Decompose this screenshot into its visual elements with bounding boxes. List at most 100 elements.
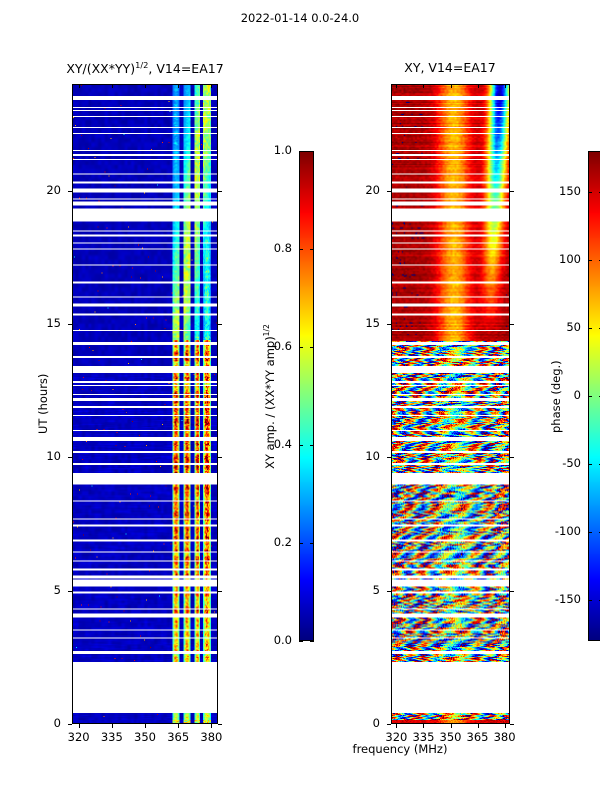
phase-colorbar-tick-label: -100 (554, 524, 581, 539)
axis-tick (451, 84, 452, 88)
axis-tick (588, 328, 592, 329)
ytick-label-left: 5 (53, 582, 61, 597)
phase-colorbar-tick-label: 100 (559, 251, 581, 266)
ytick-label-right: 15 (365, 316, 380, 330)
figure-suptitle: 2022-01-14 0.0-24.0 (240, 11, 360, 25)
axis-tick (178, 724, 179, 728)
axis-tick (299, 347, 303, 348)
axis-tick (299, 249, 303, 250)
axis-tick (68, 324, 72, 325)
axis-tick (299, 151, 303, 152)
ytick-label-right: 10 (365, 449, 380, 464)
xtick-label-left: 365 (167, 730, 190, 744)
left-panel-title-tail: , V14=EA17 (148, 61, 224, 77)
xtick-label-left: 350 (134, 730, 156, 744)
axis-tick (423, 84, 424, 88)
axis-tick (299, 641, 303, 642)
axis-tick (145, 84, 146, 88)
right-heatmap-axes[interactable] (391, 84, 510, 724)
axis-tick (299, 543, 303, 544)
axis-tick (218, 724, 222, 725)
axis-tick (387, 724, 391, 725)
axis-tick (145, 724, 146, 728)
axis-tick (423, 724, 424, 728)
axis-tick (588, 260, 592, 261)
ytick-label-right: 20 (365, 182, 380, 197)
amplitude-colorbar-tick-label: 0.4 (273, 437, 292, 451)
axis-tick (396, 724, 397, 728)
xtick-label-right: 380 (493, 730, 516, 744)
axis-tick (505, 724, 506, 728)
axis-tick (588, 464, 592, 465)
axis-tick (112, 84, 113, 88)
axis-tick (310, 347, 314, 348)
phase-colorbar-tick-label: 50 (566, 319, 581, 334)
axis-tick (510, 457, 514, 458)
amplitude-colorbar-tick-label: 0.8 (273, 241, 292, 255)
axis-tick (310, 641, 314, 642)
axis-tick (310, 249, 314, 250)
amplitude-colorbar-label-exponent: 1/2 (262, 323, 271, 336)
axis-tick (510, 324, 514, 325)
ytick-label-left: 20 (46, 182, 61, 197)
axis-tick (396, 84, 397, 88)
xtick-label-left: 320 (67, 730, 90, 744)
axis-tick (451, 724, 452, 728)
phase-colorbar-tick-label: 150 (559, 183, 581, 198)
amplitude-colorbar-tick-label: 0.0 (273, 633, 292, 647)
amplitude-colorbar-tick-label: 1.0 (273, 143, 292, 157)
axis-tick (112, 724, 113, 728)
xtick-label-right: 365 (466, 730, 489, 744)
left-heatmap-axes[interactable] (72, 84, 218, 724)
axis-tick (310, 543, 314, 544)
amplitude-colorbar-tick-label: 0.2 (273, 535, 292, 549)
axis-tick (68, 724, 72, 725)
xtick-label-right: 350 (439, 730, 462, 744)
phase-colorbar-tick-label: 0 (573, 388, 581, 402)
axis-tick (478, 84, 479, 88)
ytick-label-right: 5 (372, 582, 380, 597)
axis-tick (218, 457, 222, 458)
axis-tick (299, 445, 303, 446)
left-heatmap-image (73, 85, 217, 723)
left-panel-title: XY/(XX*YY)1/2, V14=EA17 (0, 60, 290, 76)
axis-tick (178, 84, 179, 88)
xtick-label-right: 320 (385, 730, 408, 744)
xtick-label-left: 380 (200, 730, 223, 744)
axis-tick (79, 84, 80, 88)
axis-tick (478, 724, 479, 728)
axis-tick (68, 591, 72, 592)
axis-tick (510, 591, 514, 592)
axis-tick (588, 532, 592, 533)
xaxis-label: frequency (MHz) (352, 742, 448, 756)
axis-tick (218, 191, 222, 192)
ytick-label-right: 0 (372, 716, 380, 730)
right-panel-title: XY, V14=EA17 (404, 60, 496, 75)
axis-tick (310, 151, 314, 152)
axis-tick (510, 724, 514, 725)
axis-tick (387, 591, 391, 592)
phase-colorbar-tick-label: -150 (554, 592, 581, 607)
axis-tick (218, 591, 222, 592)
ytick-label-left: 0 (53, 716, 61, 730)
axis-tick (387, 457, 391, 458)
axis-tick (588, 600, 592, 601)
amplitude-colorbar[interactable] (299, 151, 314, 641)
axis-tick (68, 191, 72, 192)
axis-tick (218, 324, 222, 325)
axis-tick (211, 84, 212, 88)
axis-tick (387, 324, 391, 325)
right-heatmap-image (392, 85, 509, 723)
left-panel-title-exponent: 1/2 (135, 60, 149, 70)
phase-colorbar-tick-label: -50 (562, 456, 581, 471)
axis-tick (68, 457, 72, 458)
axis-tick (211, 724, 212, 728)
left-panel-title-main: XY/(XX*YY) (66, 61, 136, 77)
ytick-label-left: 10 (46, 449, 61, 464)
axis-tick (588, 192, 592, 193)
ytick-label-left: 15 (46, 316, 61, 330)
amplitude-colorbar-tick-label: 0.6 (273, 339, 292, 353)
xtick-label-right: 335 (412, 730, 435, 744)
axis-tick (310, 445, 314, 446)
axis-tick (510, 191, 514, 192)
